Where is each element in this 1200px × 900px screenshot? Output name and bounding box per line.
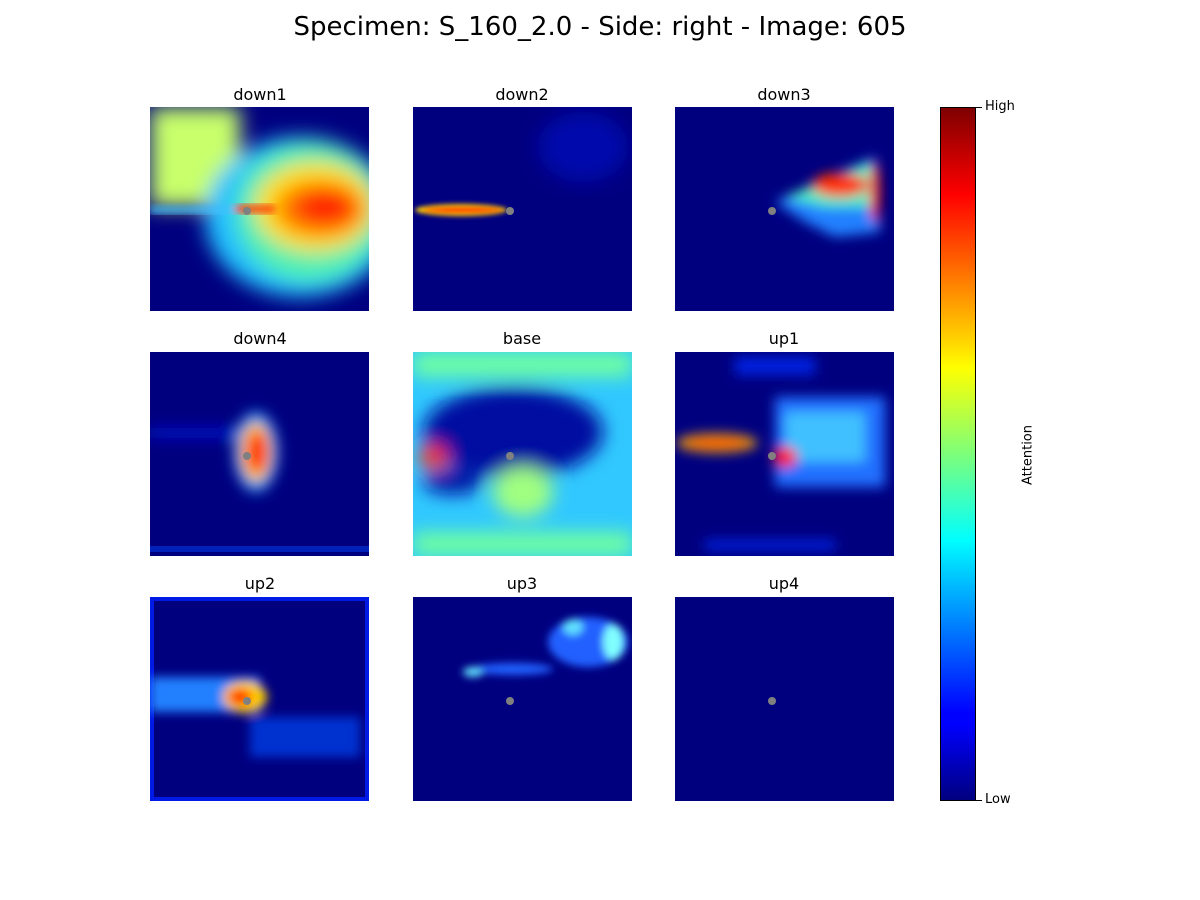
heatmap-down2 xyxy=(413,107,632,311)
figure-title: Specimen: S_160_2.0 - Side: right - Imag… xyxy=(293,12,907,42)
marker-down2 xyxy=(506,207,514,215)
heatmap-up3 xyxy=(413,597,632,801)
colorbar-label-high: High xyxy=(985,99,1015,114)
panel-title-up4: up4 xyxy=(768,574,800,593)
marker-up1 xyxy=(768,452,776,460)
colorbar-axis-label: Attention xyxy=(1020,425,1036,485)
marker-down4 xyxy=(243,452,251,460)
panel-title-up2: up2 xyxy=(244,574,276,593)
marker-up2 xyxy=(243,697,251,705)
panel-title-down4: down4 xyxy=(233,329,287,348)
colorbar xyxy=(940,107,976,801)
heatmap-up2 xyxy=(150,597,369,801)
colorbar-tick-low xyxy=(976,800,982,801)
marker-up3 xyxy=(506,697,514,705)
marker-down1 xyxy=(243,207,251,215)
heatmap-up1 xyxy=(675,352,894,556)
panel-title-base: base xyxy=(502,329,542,348)
marker-down3 xyxy=(768,207,776,215)
panel-title-down2: down2 xyxy=(495,85,549,104)
panel-title-up1: up1 xyxy=(768,329,800,348)
colorbar-tick-high xyxy=(976,107,982,108)
panel-title-down3: down3 xyxy=(757,85,811,104)
heatmap-up4 xyxy=(675,597,894,801)
panel-title-up3: up3 xyxy=(506,574,538,593)
colorbar-label-low: Low xyxy=(985,792,1011,807)
marker-base xyxy=(506,452,514,460)
panel-title-down1: down1 xyxy=(233,85,287,104)
marker-up4 xyxy=(768,697,776,705)
heatmap-down4 xyxy=(150,352,369,556)
heatmap-down3 xyxy=(675,107,894,311)
heatmap-base xyxy=(413,352,632,556)
heatmap-down1 xyxy=(150,107,369,311)
